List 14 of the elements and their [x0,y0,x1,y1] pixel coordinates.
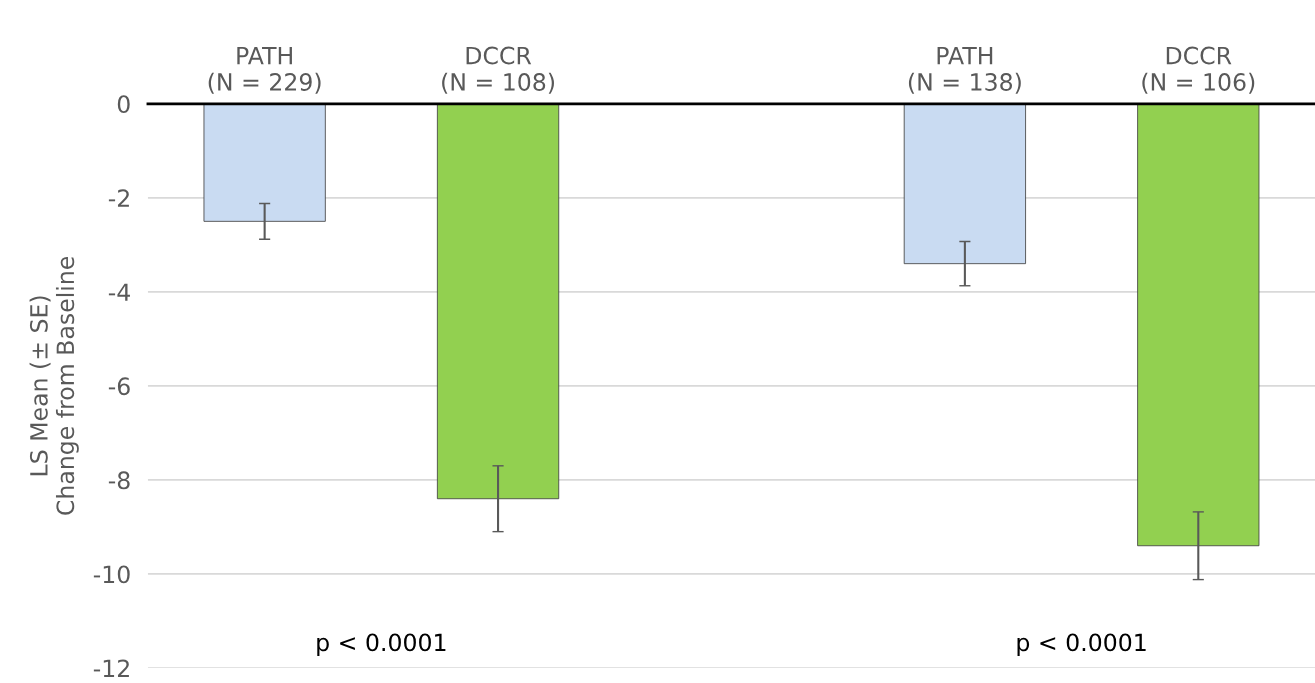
y-tick-label: -6 [108,377,130,396]
annotation: p < 0.0001 [1017,633,1146,656]
x-tick-label: PATH (N = 138) [908,46,1021,94]
annotation: p < 0.0001 [317,633,446,656]
x-tick-label: PATH (N = 229) [208,46,321,94]
x-tick-label: DCCR (N = 106) [1142,46,1255,94]
y-axis-title: LS Mean (± SE) Change from Baseline [29,256,79,515]
y-tick-label: -10 [93,565,130,584]
y-tick-label: -12 [93,659,129,677]
y-tick-label: -8 [108,471,130,490]
y-tick-label: -2 [108,189,129,207]
y-tick-label: 0 [117,95,130,114]
y-tick-label: -4 [108,283,130,301]
x-tick-label: DCCR (N = 108) [442,46,554,94]
